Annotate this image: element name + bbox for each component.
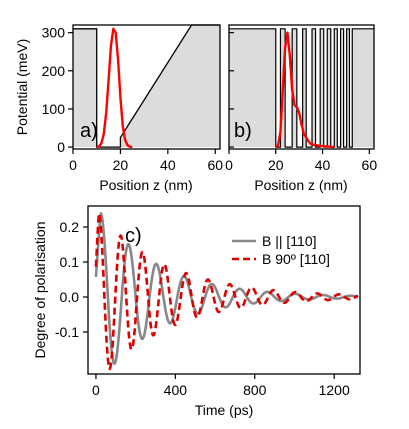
potential-line: [229, 28, 374, 148]
panel-c-label: c): [125, 225, 142, 247]
legend-label-series-2: B 90º [110]: [262, 251, 330, 267]
wavefunction-line: [96, 27, 133, 149]
barrier-fill: [334, 28, 338, 148]
barrier-fill: [327, 28, 331, 148]
left-barrier-fill: [73, 28, 97, 148]
series-1-line: [94, 212, 359, 365]
barrier-fill: [302, 28, 307, 148]
y-tick-label: 0.2: [60, 219, 80, 235]
legend-label-series-1: B || [110]: [262, 233, 317, 249]
barrier-fill: [352, 28, 374, 148]
panel-b-ticks: 0 20 40 60: [225, 32, 378, 173]
panel-a-ylabel: Potential (meV): [14, 39, 30, 135]
x-tick-label: 60: [207, 157, 223, 173]
x-tick-label: 0: [69, 157, 77, 173]
panel-b: 0 20 40 60 b) Position z (nm): [225, 24, 378, 193]
y-tick-label: 0.0: [60, 289, 80, 305]
panel-b-frame: [228, 24, 375, 150]
panel-b-xlabel: Position z (nm): [254, 177, 347, 193]
potential-line: [73, 24, 220, 148]
barrier-fill: [346, 28, 350, 148]
wavefunction-line: [275, 31, 335, 149]
y-tick-label: 100: [42, 101, 66, 117]
y-tick-label: 0.1: [60, 254, 80, 270]
graded-barrier-fill: [120, 25, 220, 148]
x-tick-label: 800: [243, 382, 267, 398]
panel-c-legend: B || [110] B 90º [110]: [232, 233, 330, 267]
barrier-fill: [229, 28, 276, 148]
x-tick-label: 400: [164, 382, 188, 398]
panel-a: 0 20 40 60 0 100 200 300 a) Position z (nm) Pot…: [14, 24, 224, 193]
panel-c-ticks: 0 400 800 1200 -0.1 0.0 0.1 0.2: [55, 219, 350, 398]
panel-c-xlabel: Time (ps): [195, 402, 254, 418]
x-tick-label: 20: [113, 157, 129, 173]
barrier-fill: [292, 28, 297, 148]
y-tick-label: -0.1: [55, 324, 79, 340]
barrier-fill: [340, 28, 344, 148]
panel-c-ylabel: Degree of polarisation: [32, 222, 48, 359]
panel-c-plot-area: [94, 212, 359, 371]
x-tick-label: 20: [268, 157, 284, 173]
x-tick-label: 40: [160, 157, 176, 173]
barrier-fill: [320, 28, 324, 148]
y-tick-label: 200: [42, 63, 66, 79]
x-tick-label: 40: [315, 157, 331, 173]
panel-a-xlabel: Position z (nm): [99, 177, 192, 193]
y-tick-label: 300: [42, 25, 66, 41]
barrier-fill: [312, 28, 316, 148]
panel-b-plot-area: [229, 28, 374, 149]
panel-c-frame: [87, 205, 361, 375]
x-tick-label: 0: [92, 382, 100, 398]
panel-a-frame: [72, 24, 221, 150]
x-tick-label: 1200: [319, 382, 350, 398]
panel-c: 0 400 800 1200 -0.1 0.0 0.1 0.2 c) Time (ps) De…: [32, 205, 361, 418]
x-tick-label: 60: [362, 157, 378, 173]
x-tick-label: 0: [225, 157, 233, 173]
panel-a-plot-area: [73, 24, 220, 149]
y-tick-label: 0: [57, 139, 65, 155]
panel-a-label: a): [80, 120, 98, 142]
panel-b-label: b): [234, 120, 252, 142]
series-2-line: [94, 212, 359, 371]
panel-a-ticks: 0 20 40 60 0 100 200 300: [42, 25, 224, 173]
